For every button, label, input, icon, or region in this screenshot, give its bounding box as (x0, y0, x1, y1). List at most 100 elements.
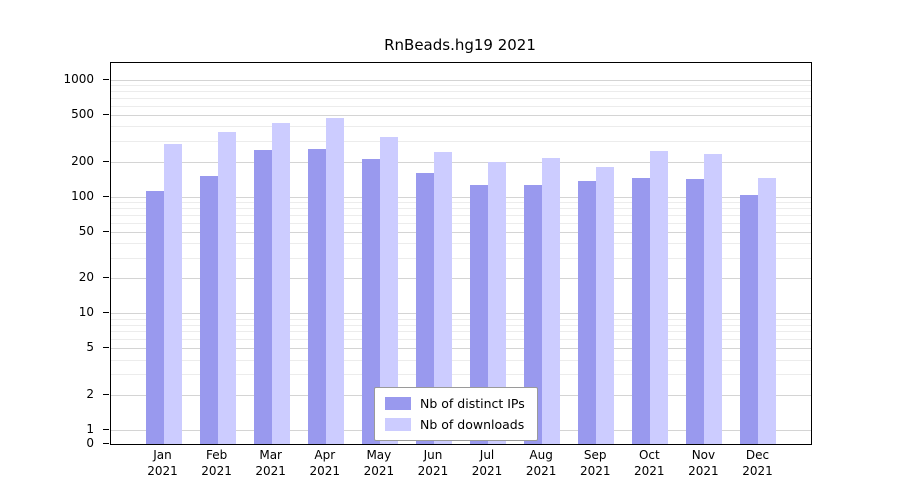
x-tick-line: 2021 (255, 464, 286, 478)
legend-label-downloads: Nb of downloads (420, 417, 525, 432)
y-tick-label: 1000 (63, 72, 94, 86)
x-tick-line: 2021 (471, 464, 503, 478)
bar-downloads (704, 154, 723, 444)
gridline-major (111, 115, 811, 117)
gridline-minor (111, 126, 811, 128)
y-tick-mark (103, 393, 109, 395)
legend-item-downloads: Nb of downloads (385, 417, 525, 432)
bar-distinct-ips (686, 178, 705, 444)
bar-downloads (542, 157, 561, 444)
x-tick-line: Aug (529, 448, 553, 462)
y-tick-mark (103, 114, 109, 116)
x-tick-line: Nov (691, 448, 716, 462)
x-tick-label: Dec 2021 (725, 447, 789, 479)
legend-item-distinct-ips: Nb of distinct IPs (385, 396, 525, 411)
bar-downloads (217, 132, 236, 444)
bar-distinct-ips (307, 149, 326, 444)
x-tick-line: 2021 (525, 464, 557, 478)
y-tick-label: 0 (86, 436, 94, 450)
y-tick-label: 10 (78, 305, 94, 320)
y-tick-mark (103, 347, 109, 349)
legend-swatch-distinct-ips (385, 397, 411, 410)
bar-downloads (325, 117, 344, 444)
bar-downloads (650, 151, 669, 444)
gridline-major (111, 80, 811, 81)
x-tick-line: Mar (259, 448, 282, 462)
x-tick-line: 2021 (201, 464, 232, 478)
bar-downloads (433, 152, 452, 444)
x-tick-line: Apr (314, 448, 336, 462)
bar-distinct-ips (361, 159, 380, 444)
x-tick-label: Apr 2021 (293, 447, 357, 479)
x-tick-line: 2021 (363, 464, 395, 478)
bar-downloads (271, 122, 290, 444)
y-tick-label: 500 (71, 107, 94, 122)
gridline-minor (111, 105, 811, 107)
x-tick-line: Sep (583, 448, 607, 462)
y-axis: 0 1 2 5 10 20 50 100 200 500 1000 (0, 62, 110, 450)
x-tick-line: 2021 (742, 464, 773, 478)
y-tick-mark (103, 429, 109, 430)
y-tick-label: 2 (86, 386, 94, 401)
y-tick-mark (103, 79, 109, 80)
y-tick-mark (103, 160, 109, 162)
bar-downloads (758, 177, 777, 444)
x-tick-line: May (366, 448, 392, 462)
y-tick-label: 50 (78, 223, 94, 238)
bar-distinct-ips (524, 185, 543, 444)
bar-distinct-ips (253, 150, 272, 444)
x-tick-line: Jul (479, 448, 495, 462)
legend-label-distinct-ips: Nb of distinct IPs (420, 396, 525, 411)
gridline-minor (111, 85, 811, 87)
y-tick-label: 20 (78, 270, 94, 285)
y-tick-mark (103, 230, 109, 232)
bar-distinct-ips (578, 181, 597, 444)
x-tick-label: Oct 2021 (617, 447, 681, 479)
gridline-minor (111, 91, 811, 93)
x-tick-line: 2021 (417, 464, 449, 478)
x-tick-line: Jan (153, 448, 172, 462)
legend-swatch-downloads (385, 418, 411, 431)
chart-title: RnBeads.hg19 2021 (384, 36, 536, 54)
plot-area: Nb of distinct IPs Nb of downloads (110, 62, 812, 445)
bar-downloads (379, 136, 398, 444)
x-tick-line: Oct (638, 448, 660, 462)
bar-distinct-ips (199, 176, 218, 444)
bar-downloads (163, 143, 182, 444)
x-tick-label: Nov 2021 (671, 447, 735, 479)
x-tick-label: Aug 2021 (509, 447, 573, 479)
x-tick-line: Feb (205, 448, 228, 462)
bar-distinct-ips (632, 177, 651, 444)
y-tick-label: 200 (71, 153, 94, 168)
bar-distinct-ips (415, 172, 434, 444)
x-tick-line: 2021 (309, 464, 341, 478)
bar-downloads (596, 166, 615, 444)
x-tick-line: Dec (745, 448, 770, 462)
x-tick-line: 2021 (634, 464, 665, 478)
x-tick-label: Jan 2021 (131, 447, 195, 479)
legend: Nb of distinct IPs Nb of downloads (374, 387, 538, 441)
x-tick-label: Sep 2021 (563, 447, 627, 479)
y-tick-label: 1 (86, 422, 94, 436)
y-tick-label: 5 (86, 340, 94, 355)
x-tick-label: Mar 2021 (239, 447, 303, 479)
gridline-minor (111, 141, 811, 142)
x-tick-line: Jun (423, 448, 443, 462)
y-tick-label: 100 (71, 188, 94, 203)
bar-downloads (488, 161, 507, 444)
gridline-minor (111, 98, 811, 100)
bar-distinct-ips (470, 185, 489, 444)
y-tick-mark (103, 277, 109, 279)
x-tick-line: 2021 (147, 464, 178, 478)
x-tick-label: Jun 2021 (401, 447, 465, 479)
y-tick-mark (103, 312, 109, 314)
y-tick-mark (103, 443, 109, 444)
x-tick-label: Jul 2021 (455, 447, 519, 479)
x-tick-label: Feb 2021 (185, 447, 249, 479)
x-tick-line: 2021 (579, 464, 611, 478)
x-axis: Jan 2021 Feb 2021 Mar 2021 Apr 2021 May 2021 Jun 20… (110, 447, 810, 487)
x-tick-line: 2021 (688, 464, 719, 478)
y-tick-mark (103, 195, 109, 197)
bar-distinct-ips (740, 194, 759, 444)
